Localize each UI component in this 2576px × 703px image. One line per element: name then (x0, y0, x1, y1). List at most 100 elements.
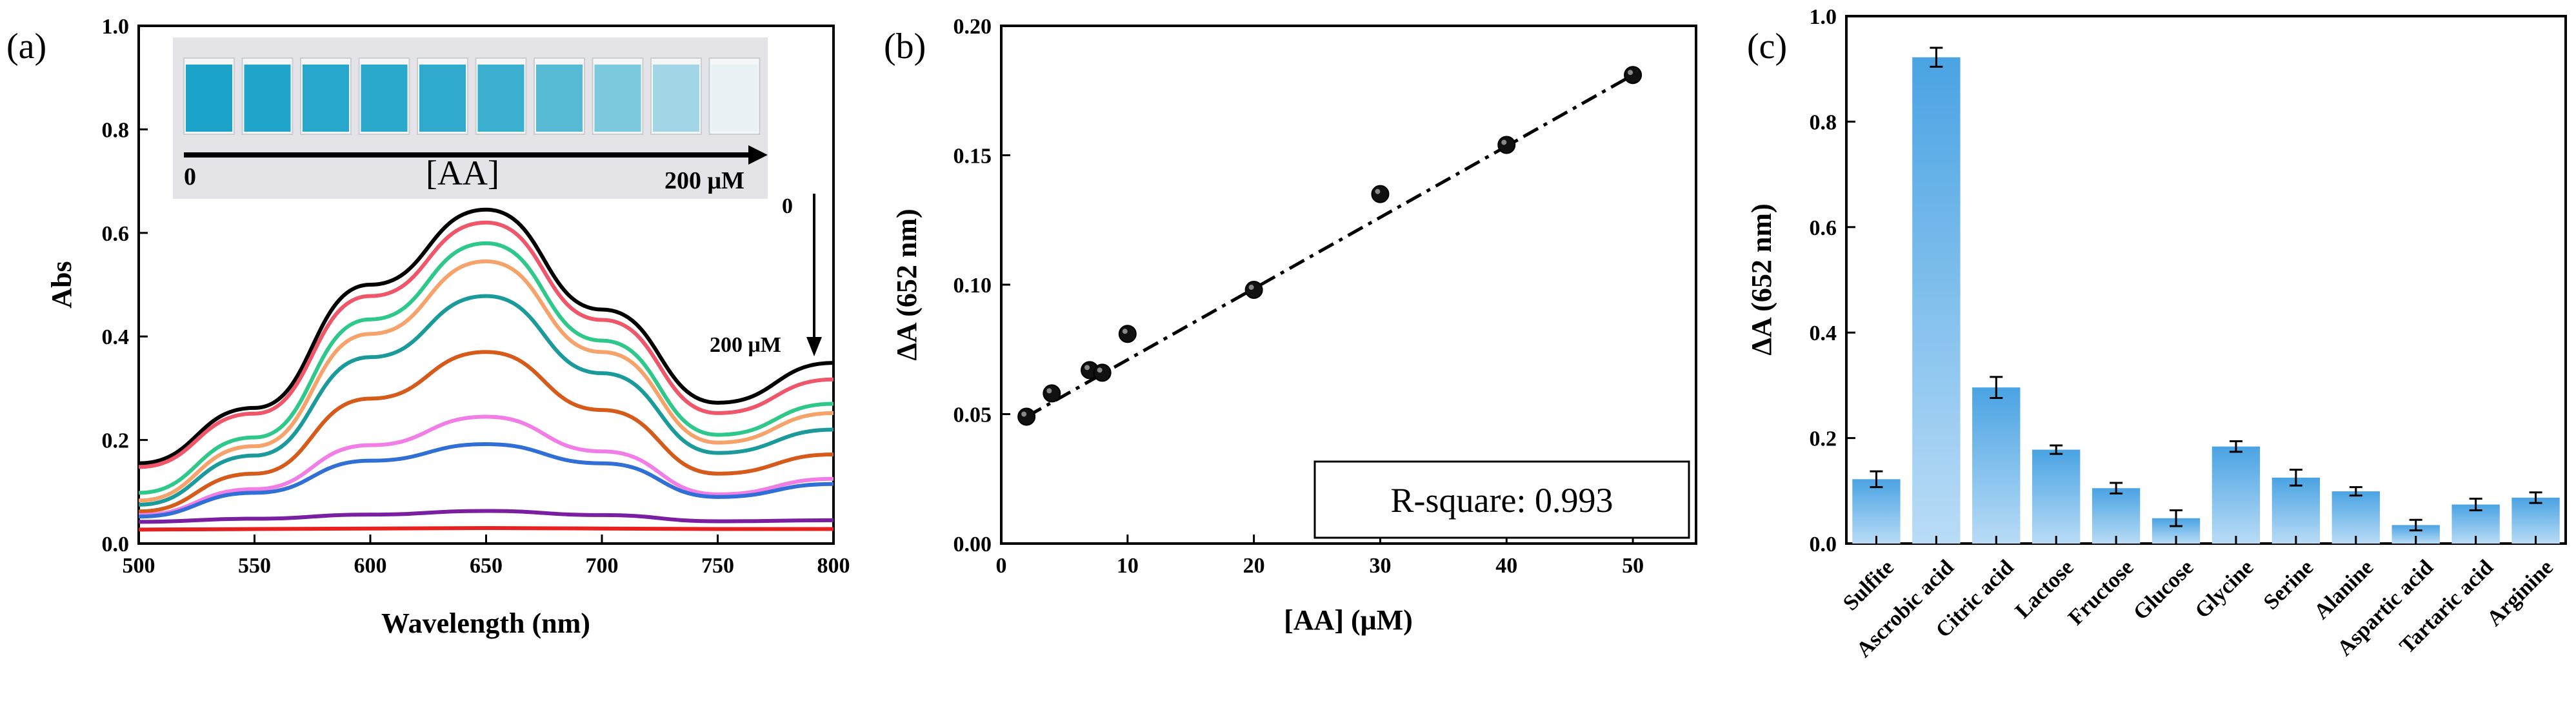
photo-axis-label: [AA] (426, 154, 499, 192)
data-point-highlight (1122, 329, 1128, 334)
data-point-highlight (1084, 365, 1090, 371)
absorbance-curve (138, 350, 834, 514)
cuvette-solution (653, 65, 699, 132)
direction-arrow-head (806, 337, 822, 356)
data-point (1497, 136, 1516, 154)
r-square-box (1313, 460, 1690, 539)
annotation-start: 0 (782, 194, 793, 218)
absorbance-curves (138, 207, 834, 532)
x-axis-title-a: Wavelength (nm) (381, 607, 590, 639)
y-tick-label: 1.0 (1810, 5, 1837, 29)
x-tick-label: 50 (1622, 554, 1644, 578)
cuvette (650, 57, 702, 135)
x-tick-label: 500 (123, 554, 155, 578)
data-point (1017, 407, 1036, 426)
cuvette-solution (244, 65, 291, 132)
panel-label-a: (a) (6, 26, 46, 66)
cuvette-solution (711, 65, 758, 132)
absorbance-curve (138, 220, 834, 469)
data-point-highlight (1248, 285, 1254, 290)
data-point (1118, 325, 1137, 343)
absorbance-curve (138, 241, 834, 495)
bar (1972, 387, 2021, 544)
axis-ticks-c: 0.0 0.2 0.4 0.6 0.8 1.0 (1810, 5, 1855, 556)
cuvette-solution (303, 65, 349, 132)
x-tick-label: 750 (701, 554, 734, 578)
panel-label-b: (b) (884, 26, 926, 66)
y-tick-label: 0.2 (102, 429, 130, 453)
y-axis-title-b: ΔA (652 nm) (891, 209, 923, 360)
data-point-highlight (1628, 70, 1633, 76)
y-tick-label: 0.10 (954, 274, 992, 298)
arrow-head (748, 145, 768, 165)
cuvette-solution (361, 65, 408, 132)
category-label: Fructose (2064, 555, 2139, 630)
y-tick-label: 0.6 (1810, 216, 1837, 240)
data-point (1093, 363, 1112, 382)
data-point (1371, 185, 1390, 203)
x-tick-label: 800 (817, 554, 850, 578)
x-tick-label: 30 (1369, 554, 1391, 578)
category-label: Glycine (2190, 555, 2258, 623)
data-point-highlight (1375, 188, 1381, 194)
x-tick-label: 700 (586, 554, 619, 578)
panel-a: (a) 500 550 600 650 700 750 800 0.0 0.2 0.4 0.6 0.8… (6, 15, 850, 639)
bar (2032, 449, 2081, 544)
plot-frame-c (1845, 15, 2567, 545)
bar (1912, 57, 1961, 544)
cuvette-solution (477, 65, 524, 132)
x-axis-title-b: [AA] (μM) (1284, 604, 1413, 636)
y-tick-label: 0.05 (954, 403, 992, 427)
x-tick-label: 550 (238, 554, 271, 578)
y-axis-title-a: Abs (46, 261, 77, 308)
bar (2212, 446, 2261, 544)
category-label: Arginine (2482, 555, 2558, 631)
x-tick-label: 600 (354, 554, 387, 578)
panel-label-c: (c) (1747, 26, 1787, 66)
absorbance-curve (138, 442, 834, 519)
cuvette-solution (594, 65, 641, 132)
data-point-highlight (1021, 411, 1027, 417)
cuvette-photo: 0 [AA] 200 μM (173, 37, 768, 199)
data-point (1244, 281, 1263, 300)
absorbance-curve (138, 207, 834, 465)
cuvette (708, 57, 761, 135)
data-point-highlight (1046, 388, 1052, 394)
y-tick-label: 0.15 (954, 145, 992, 168)
y-tick-label: 0.8 (1810, 110, 1837, 134)
selectivity-bars (1852, 46, 2560, 544)
absorbance-curve (138, 414, 834, 517)
cuvette-solution (536, 65, 583, 132)
axis-ticks-b: 0 10 20 30 40 50 0.00 0.05 0.10 0.15 0.20 (954, 15, 1644, 578)
x-tick-label: 40 (1495, 554, 1517, 578)
absorbance-curve (138, 259, 834, 503)
y-tick-label: 0.4 (1810, 321, 1837, 345)
axis-ticks-a: 500 550 600 650 700 750 800 0.0 0.2 0.4 0.6 0.8 1.0 (102, 15, 850, 578)
panel-b: (b) 0 10 20 30 40 50 0.00 0.05 0.10 0.15 0.20 R-sq… (884, 15, 1697, 636)
y-tick-label: 0.2 (1810, 427, 1837, 451)
annotation-end: 200 μM (710, 333, 781, 357)
x-tick-label: 20 (1243, 554, 1265, 578)
category-label: Glucose (2129, 555, 2199, 625)
data-point-highlight (1501, 139, 1507, 145)
x-tick-label: 10 (1117, 554, 1139, 578)
y-tick-label: 0.0 (1810, 533, 1837, 556)
absorbance-curve (138, 509, 834, 524)
absorbance-curve (138, 294, 834, 507)
y-tick-label: 0.4 (102, 325, 130, 349)
x-tick-label: 0 (996, 554, 1007, 578)
calibration-points (1017, 66, 1642, 426)
cuvette-row (183, 57, 761, 135)
x-tick-label: 650 (470, 554, 503, 578)
y-tick-label: 0.00 (954, 533, 992, 556)
y-tick-label: 1.0 (102, 15, 130, 39)
absorbance-curve (138, 525, 834, 532)
bar (2271, 477, 2321, 544)
y-tick-label: 0.6 (102, 222, 130, 246)
y-axis-title-c: ΔA (652 nm) (1746, 203, 1777, 355)
cuvette-solution (419, 65, 466, 132)
r-square-text: R-square: 0.993 (1391, 481, 1613, 520)
y-tick-label: 0.8 (102, 118, 130, 142)
